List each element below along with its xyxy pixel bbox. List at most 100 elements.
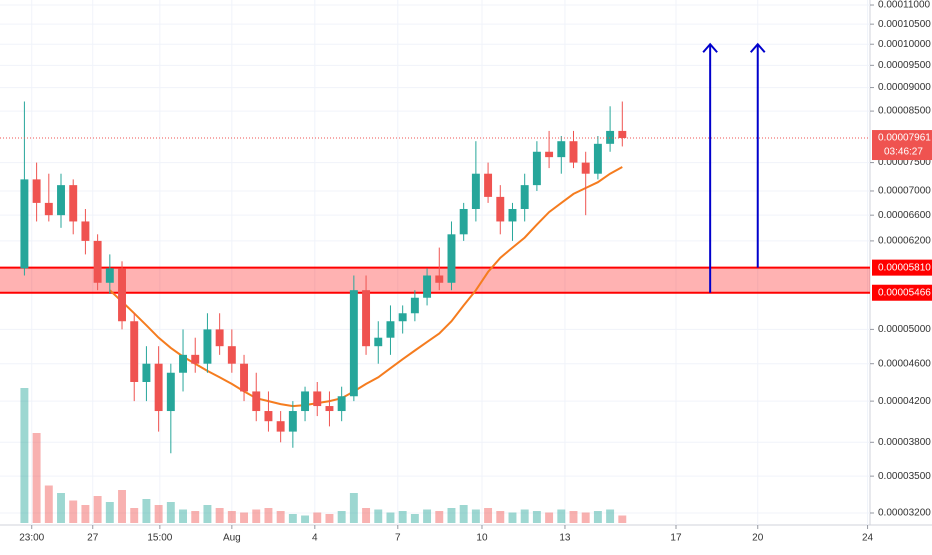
x-tick-label: 20 <box>752 533 764 544</box>
countdown-label: 03:46:27 <box>884 147 923 158</box>
volume-bar <box>215 508 224 523</box>
candle-body <box>374 337 383 347</box>
volume-bar <box>276 511 285 523</box>
candle-body <box>105 268 114 283</box>
volume-bar <box>557 509 566 523</box>
volume-bar <box>252 509 261 523</box>
x-tick-label: 4 <box>312 533 318 544</box>
y-tick-label: 0.00007000 <box>878 186 931 197</box>
candle-body <box>581 162 590 174</box>
volume-bar <box>81 505 90 523</box>
zone-price-label: 0.00005466 <box>878 287 931 298</box>
volume-bar <box>349 493 358 523</box>
candle-body <box>337 396 346 412</box>
arrow-head <box>749 42 766 53</box>
candle-body <box>386 321 395 338</box>
y-tick-label: 0.00011000 <box>878 0 931 11</box>
volume-bar <box>435 511 444 523</box>
candle-body <box>557 141 566 158</box>
candle-body <box>264 411 273 422</box>
candle-body <box>447 234 456 283</box>
last-price-tag <box>872 130 932 161</box>
candle-body <box>203 329 212 364</box>
candle-body <box>484 173 493 197</box>
y-tick-label: 0.00004200 <box>878 396 931 407</box>
volume-bar <box>69 500 78 523</box>
volume-bar <box>118 490 126 523</box>
volume-bar <box>44 485 53 523</box>
volume-bar <box>606 509 615 523</box>
volume-bar <box>532 511 541 523</box>
candle-body <box>471 173 480 209</box>
volume-bar <box>398 511 407 523</box>
volume-bar <box>496 511 505 523</box>
zone-price-tag <box>872 284 932 301</box>
candle-body <box>276 421 285 432</box>
volume-bar <box>57 493 65 523</box>
volume-bar <box>227 511 236 523</box>
volume-bar <box>593 511 602 523</box>
volume-bar <box>179 509 187 523</box>
volume-bar <box>484 508 493 523</box>
candle-body <box>179 354 187 373</box>
last-price-label: 0.00007961 <box>878 133 931 144</box>
candle-body <box>44 202 53 216</box>
candle-body <box>130 321 139 382</box>
x-tick-label: Aug <box>223 533 241 544</box>
candle-body <box>569 141 578 163</box>
volume-bar <box>362 508 371 523</box>
y-tick-label: 0.00009500 <box>878 60 931 71</box>
candle-body <box>545 151 554 158</box>
candle-body <box>20 179 29 269</box>
volume-bar <box>203 505 212 523</box>
y-tick-label: 0.00007500 <box>878 157 931 168</box>
candle-body <box>362 290 371 347</box>
volume-bar <box>337 511 346 523</box>
candle-body <box>69 185 78 222</box>
candle-body <box>532 151 541 186</box>
candle-body <box>215 329 224 347</box>
y-tick-label: 0.00009000 <box>878 82 931 93</box>
volume-bar <box>325 514 334 523</box>
volume-bar <box>386 512 395 523</box>
y-tick-label: 0.00003500 <box>878 471 931 482</box>
volume-bar <box>130 508 139 523</box>
x-tick-label: 7 <box>395 533 401 544</box>
candle-body <box>435 275 444 283</box>
volume-bar <box>32 433 41 523</box>
volume-bar <box>471 509 480 523</box>
volume-bar <box>288 514 297 523</box>
candle-body <box>423 275 432 298</box>
candle-body <box>593 143 602 174</box>
volume-bar <box>508 512 517 523</box>
candle-body <box>252 391 261 412</box>
volume-bar <box>154 505 163 523</box>
candle-body <box>32 179 41 203</box>
volume-bar <box>545 512 554 523</box>
arrow-head <box>702 42 718 53</box>
x-tick-label: 23:00 <box>19 533 44 544</box>
candle-body <box>349 290 358 397</box>
volume-bar <box>20 388 29 523</box>
candle-body <box>301 391 310 412</box>
candle-body <box>240 363 249 392</box>
candle-body <box>459 208 468 235</box>
volume-bar <box>264 508 273 523</box>
volume-bar <box>93 496 102 523</box>
candle-body <box>57 185 65 216</box>
y-tick-label: 0.00010000 <box>878 39 931 50</box>
candle-body <box>520 185 529 209</box>
x-tick-label: 13 <box>559 533 571 544</box>
volume-bar <box>301 515 310 523</box>
y-tick-label: 0.00006200 <box>878 236 931 247</box>
zone-price-tag <box>872 259 932 276</box>
candle-body <box>618 130 627 139</box>
candle-body <box>313 391 322 407</box>
x-tick-label: 27 <box>87 533 99 544</box>
volume-bar <box>410 514 419 523</box>
volume-bar <box>520 509 529 523</box>
y-tick-label: 0.00003200 <box>878 508 931 519</box>
candle-body <box>154 363 163 412</box>
